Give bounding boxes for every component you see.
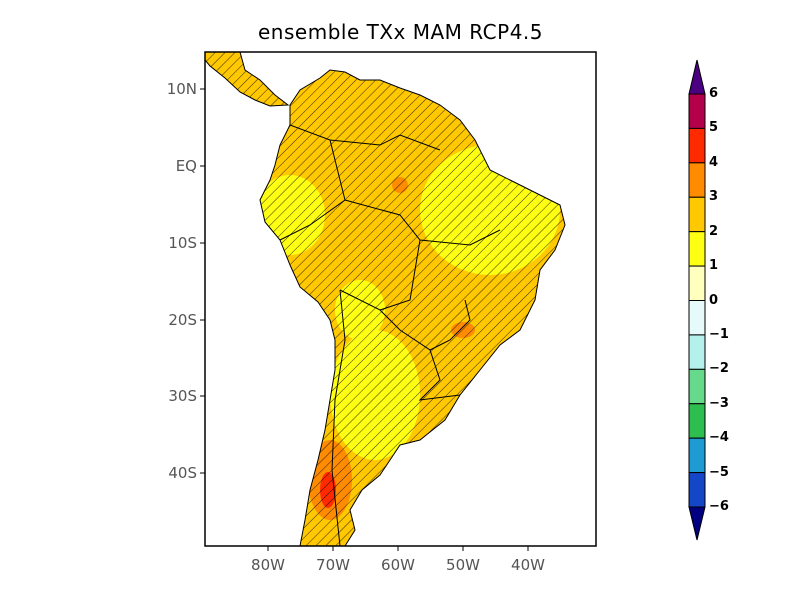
colorbar-label: 1 <box>709 258 719 274</box>
lat-tick-label: 10S <box>168 234 197 252</box>
colorbar-label: −1 <box>709 326 729 342</box>
colorbar-label: 6 <box>709 86 719 101</box>
colorbar-bin <box>688 127 706 164</box>
colorbar-label: −4 <box>709 430 729 446</box>
colorbar-label: 3 <box>709 189 719 205</box>
colorbar-bin <box>688 300 706 336</box>
country-borders <box>279 124 501 546</box>
lon-tick-label: 50W <box>446 556 480 574</box>
map-frame <box>204 51 597 547</box>
map-title: ensemble TXx MAM RCP4.5 <box>258 20 543 44</box>
colorbar-label: 2 <box>709 223 719 239</box>
lat-tick-label: EQ <box>175 157 197 175</box>
colorbar-label: −2 <box>709 361 729 377</box>
colorbar-label: 5 <box>709 120 719 136</box>
colorbar-bin <box>688 265 706 302</box>
lat-tick-label: 30S <box>168 387 197 405</box>
colorbar-bin <box>688 162 706 198</box>
colorbar-bin <box>688 368 706 405</box>
colorbar-bin <box>688 472 706 508</box>
axis-ticks <box>200 88 529 551</box>
colorbar-label: −5 <box>709 464 729 480</box>
colorbar-label: −3 <box>709 395 729 411</box>
colorbar <box>688 59 706 541</box>
lat-tick-label: 20S <box>168 311 197 329</box>
colorbar-bin <box>688 334 706 370</box>
lon-tick-label: 70W <box>316 556 350 574</box>
lon-tick-label: 60W <box>381 556 415 574</box>
colorbar-under-triangle <box>688 506 706 541</box>
colorbar-bin <box>688 231 706 267</box>
colorbar-over-triangle <box>688 59 706 95</box>
colorbar-label: 4 <box>709 154 719 170</box>
lon-tick-label: 80W <box>251 556 285 574</box>
colorbar-label: 0 <box>709 292 719 308</box>
lat-tick-label: 40S <box>168 464 197 482</box>
colorbar-bin <box>688 437 706 474</box>
lon-tick-label: 40W <box>511 556 545 574</box>
colorbar-bin <box>688 93 706 129</box>
colorbar-label: −6 <box>709 499 729 514</box>
colorbar-bin <box>688 403 706 439</box>
colorbar-bin <box>688 196 706 233</box>
lat-tick-label: 10N <box>166 80 197 98</box>
